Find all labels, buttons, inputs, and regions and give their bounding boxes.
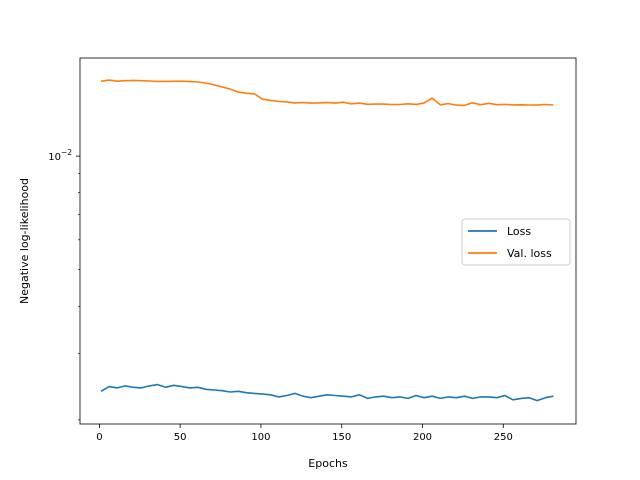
- y-tick-label: 10−2: [48, 148, 72, 163]
- x-tick-label: 50: [174, 432, 187, 443]
- x-tick-label: 200: [413, 432, 432, 443]
- series-line-loss: [100, 383, 554, 402]
- x-tick-label: 250: [494, 432, 513, 443]
- legend-label-val-loss: Val. loss: [507, 247, 552, 260]
- plot-frame: [79, 57, 577, 425]
- legend: Loss Val. loss: [461, 218, 571, 266]
- series-layer: [100, 79, 554, 402]
- x-tick-label: 0: [96, 432, 102, 443]
- y-axis-label: Negative log-likelihood: [18, 178, 31, 304]
- x-axis: 0 50 100 150 200 250: [96, 424, 513, 443]
- x-axis-label: Epochs: [308, 457, 348, 470]
- x-tick-label: 150: [332, 432, 351, 443]
- series-line-val-loss: [100, 79, 554, 107]
- legend-label-loss: Loss: [507, 225, 531, 238]
- y-axis: 10−2: [48, 148, 80, 421]
- x-tick-label: 100: [251, 432, 270, 443]
